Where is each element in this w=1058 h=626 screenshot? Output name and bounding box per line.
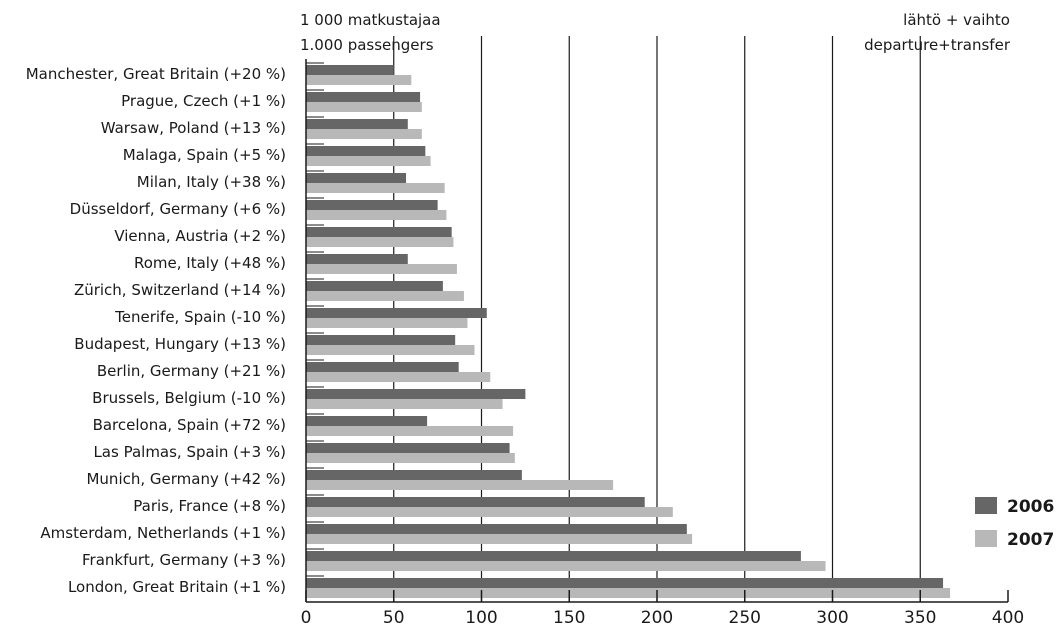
bar-2007-20 bbox=[306, 588, 951, 598]
bar-2007-5 bbox=[306, 183, 445, 193]
legend-swatch-2007 bbox=[975, 530, 997, 547]
category-label: Rome, Italy (+48 %) bbox=[134, 254, 286, 272]
bar-2007-12 bbox=[306, 372, 491, 382]
category-label: London, Great Britain (+1 %) bbox=[68, 578, 286, 596]
legend-label-2006: 2006 bbox=[1007, 497, 1054, 517]
bar-2006-18 bbox=[306, 524, 687, 534]
bar-2007-2 bbox=[306, 102, 422, 112]
x-tick-label: 200 bbox=[641, 608, 673, 626]
x-tick-label: 0 bbox=[301, 608, 312, 626]
bar-2007-17 bbox=[306, 507, 673, 517]
bar-2006-20 bbox=[306, 578, 944, 588]
bar-2007-19 bbox=[306, 561, 826, 571]
category-label: Las Palmas, Spain (+3 %) bbox=[93, 443, 286, 461]
category-label: Budapest, Hungary (+13 %) bbox=[74, 335, 286, 353]
category-label: Düsseldorf, Germany (+6 %) bbox=[70, 200, 286, 218]
note-line-1: lähtö + vaihto bbox=[903, 11, 1010, 29]
bar-2006-8 bbox=[306, 254, 408, 264]
bar-2006-13 bbox=[306, 389, 526, 399]
x-tick-label: 300 bbox=[816, 608, 848, 626]
bar-2006-3 bbox=[306, 119, 408, 129]
x-tick-label: 350 bbox=[904, 608, 936, 626]
category-label: Paris, France (+8 %) bbox=[133, 497, 286, 515]
bar-2007-10 bbox=[306, 318, 468, 328]
bar-2006-11 bbox=[306, 335, 456, 345]
legend: 2006 2007 bbox=[975, 497, 1054, 550]
category-label: Barcelona, Spain (+72 %) bbox=[93, 416, 286, 434]
bar-2007-16 bbox=[306, 480, 614, 490]
note-line-2: departure+transfer bbox=[864, 36, 1011, 54]
bar-2006-2 bbox=[306, 92, 421, 102]
category-label: Berlin, Germany (+21 %) bbox=[97, 362, 286, 380]
bar-2006-10 bbox=[306, 308, 487, 318]
category-label: Milan, Italy (+38 %) bbox=[137, 173, 286, 191]
legend-swatch-2006 bbox=[975, 497, 997, 514]
bar-2007-6 bbox=[306, 210, 447, 220]
unit-label-line-2: 1.000 passengers bbox=[300, 36, 434, 54]
category-label: Manchester, Great Britain (+20 %) bbox=[26, 65, 286, 83]
bar-2006-7 bbox=[306, 227, 452, 237]
bar-2007-7 bbox=[306, 237, 454, 247]
bar-2006-6 bbox=[306, 200, 438, 210]
bar-2007-1 bbox=[306, 75, 412, 85]
category-label: Prague, Czech (+1 %) bbox=[121, 92, 286, 110]
bar-2007-13 bbox=[306, 399, 503, 409]
bar-2006-1 bbox=[306, 65, 394, 75]
x-tick-label: 150 bbox=[553, 608, 585, 626]
x-tick-label: 50 bbox=[383, 608, 405, 626]
bar-2006-15 bbox=[306, 443, 510, 453]
category-label: Vienna, Austria (+2 %) bbox=[114, 227, 286, 245]
category-label: Malaga, Spain (+5 %) bbox=[123, 146, 286, 164]
category-label: Munich, Germany (+42 %) bbox=[86, 470, 286, 488]
legend-label-2007: 2007 bbox=[1007, 530, 1054, 550]
bar-2007-9 bbox=[306, 291, 464, 301]
bar-2006-14 bbox=[306, 416, 428, 426]
x-tick-label: 250 bbox=[729, 608, 761, 626]
bar-2007-8 bbox=[306, 264, 457, 274]
bar-2006-12 bbox=[306, 362, 459, 372]
x-tick-label: 100 bbox=[465, 608, 497, 626]
bar-2006-19 bbox=[306, 551, 801, 561]
bar-2007-14 bbox=[306, 426, 514, 436]
bar-2007-18 bbox=[306, 534, 693, 544]
bar-2007-3 bbox=[306, 129, 422, 139]
category-label: Warsaw, Poland (+13 %) bbox=[101, 119, 286, 137]
bar-2006-17 bbox=[306, 497, 645, 507]
bar-2006-5 bbox=[306, 173, 407, 183]
bar-2007-15 bbox=[306, 453, 515, 463]
unit-label-line-1: 1 000 matkustajaa bbox=[300, 11, 441, 29]
x-tick-label: 400 bbox=[992, 608, 1024, 626]
category-label: Frankfurt, Germany (+3 %) bbox=[82, 551, 286, 569]
category-label: Tenerife, Spain (-10 %) bbox=[114, 308, 286, 326]
bar-2007-11 bbox=[306, 345, 475, 355]
category-labels: Manchester, Great Britain (+20 %) Prague,… bbox=[26, 65, 286, 596]
bar-2006-16 bbox=[306, 470, 522, 480]
gridlines bbox=[393, 36, 921, 601]
bar-2006-4 bbox=[306, 146, 426, 156]
bars bbox=[306, 65, 951, 598]
bar-2006-9 bbox=[306, 281, 443, 291]
category-label: Amsterdam, Netherlands (+1 %) bbox=[40, 524, 286, 542]
category-label: Brussels, Belgium (-10 %) bbox=[92, 389, 286, 407]
bar-2007-4 bbox=[306, 156, 431, 166]
x-axis: 0 50 100 150 200 250 300 350 400 bbox=[301, 59, 1024, 626]
category-label: Zürich, Switzerland (+14 %) bbox=[74, 281, 286, 299]
